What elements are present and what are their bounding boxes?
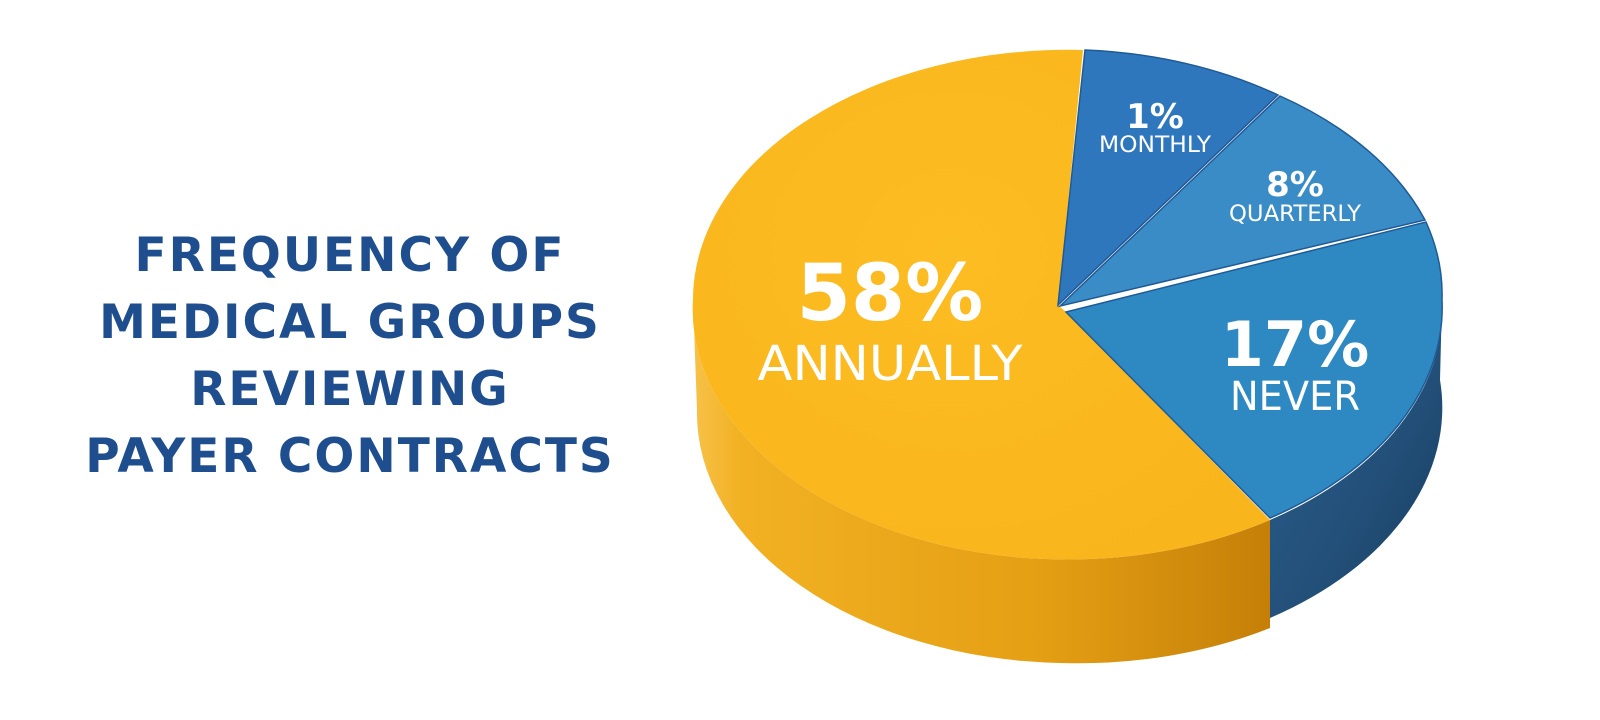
label-monthly-name: MONTHLY <box>1099 133 1212 158</box>
label-annually-name: ANNUALLY <box>758 336 1024 392</box>
label-never-value: 17% <box>1221 308 1369 381</box>
chart-title: FREQUENCY OF MEDICAL GROUPS REVIEWING PA… <box>40 222 660 490</box>
slice-annually <box>692 49 1270 560</box>
slice-annually-side <box>692 300 1270 664</box>
slice-quarterly <box>1057 95 1427 308</box>
label-never-name: NEVER <box>1230 374 1360 420</box>
title-line-2: MEDICAL GROUPS <box>99 295 601 350</box>
label-annually-value: 58% <box>797 249 984 339</box>
label-monthly-value: 1% <box>1126 97 1184 137</box>
slice-never <box>1064 221 1443 519</box>
title-line-3: REVIEWING <box>190 362 510 417</box>
slice-monthly <box>1057 49 1280 307</box>
title-line-1: FREQUENCY OF <box>134 228 566 283</box>
title-line-4: PAYER CONTRACTS <box>85 429 615 484</box>
label-quarterly-name: QUARTERLY <box>1229 202 1362 227</box>
label-quarterly-value: 8% <box>1266 165 1324 205</box>
slice-never-side <box>1270 300 1443 618</box>
